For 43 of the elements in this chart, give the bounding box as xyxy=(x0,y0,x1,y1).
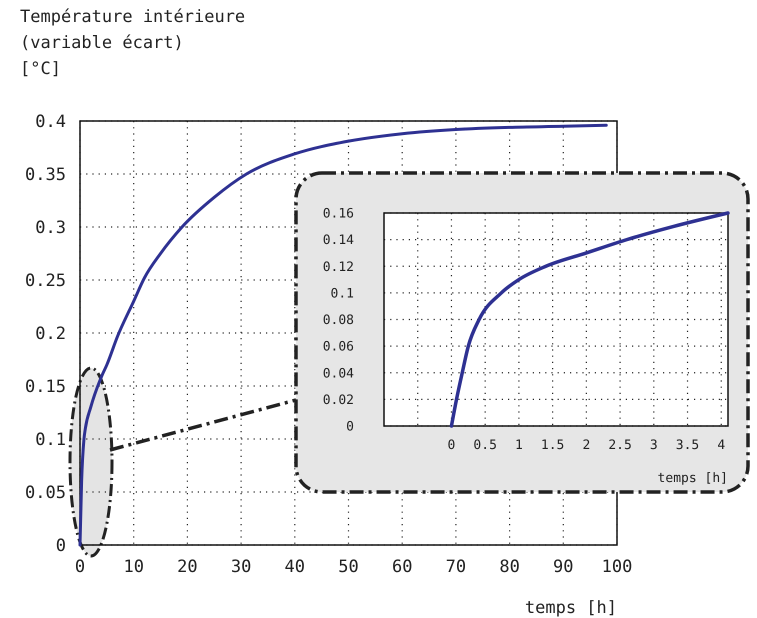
x-tick-label: 3 xyxy=(650,438,658,453)
line-series xyxy=(450,211,730,428)
x-tick-label: 70 xyxy=(446,557,466,577)
y-tick-label: 0.02 xyxy=(322,392,354,408)
x-tick-label: 0 xyxy=(448,438,456,453)
y-tick-label: 0.4 xyxy=(35,112,66,132)
y-tick-label: 0.1 xyxy=(330,286,354,302)
line-series xyxy=(78,124,608,546)
y-tick-label: 0.35 xyxy=(25,164,66,185)
x-tick-label: 30 xyxy=(230,557,252,577)
x-tick-label: 40 xyxy=(284,557,306,577)
y-tick-label: 0.3 xyxy=(35,218,66,238)
y-tick-label: 0.15 xyxy=(25,376,66,397)
x-tick-label: 3.5 xyxy=(676,438,700,453)
x-tick-label: 1.5 xyxy=(540,438,564,453)
y-tick-label: 0 xyxy=(346,420,354,435)
x-tick-label: 10 xyxy=(123,557,144,577)
y-tick-label: 0 xyxy=(56,536,66,556)
x-tick-label: 2 xyxy=(582,438,590,453)
x-tick-label: 4 xyxy=(717,438,726,453)
x-tick-label: 100 xyxy=(602,557,632,577)
x-tick-label: 2.5 xyxy=(608,438,632,453)
y-tick-label: 0.16 xyxy=(322,206,354,222)
x-axis-title: temps [h] xyxy=(524,598,617,618)
x-tick-label: 20 xyxy=(177,557,198,577)
x-axis-title: temps [h] xyxy=(658,471,728,486)
y-tick-label: 0.2 xyxy=(35,324,66,344)
y-tick-label: 0.06 xyxy=(322,340,354,355)
y-tick-label: 0.12 xyxy=(322,260,354,275)
y-tick-label: 0.08 xyxy=(322,313,354,328)
y-tick-label: 0.05 xyxy=(25,482,66,503)
y-tick-label: 0.14 xyxy=(322,233,354,248)
y-tick-label: 0.1 xyxy=(35,430,66,450)
x-tick-label: 60 xyxy=(392,557,412,577)
x-tick-label: 0 xyxy=(74,557,86,577)
x-tick-label: 0.5 xyxy=(473,438,497,453)
x-tick-label: 80 xyxy=(499,557,520,577)
x-tick-label: 1 xyxy=(514,438,523,453)
x-tick-label: 90 xyxy=(553,557,574,577)
y-tick-label: 0.25 xyxy=(25,270,66,291)
x-tick-label: 50 xyxy=(338,557,359,577)
y-tick-label: 0.04 xyxy=(322,366,354,382)
y-axis-title: Température intérieure (variable écart) [°C] xyxy=(20,7,246,79)
